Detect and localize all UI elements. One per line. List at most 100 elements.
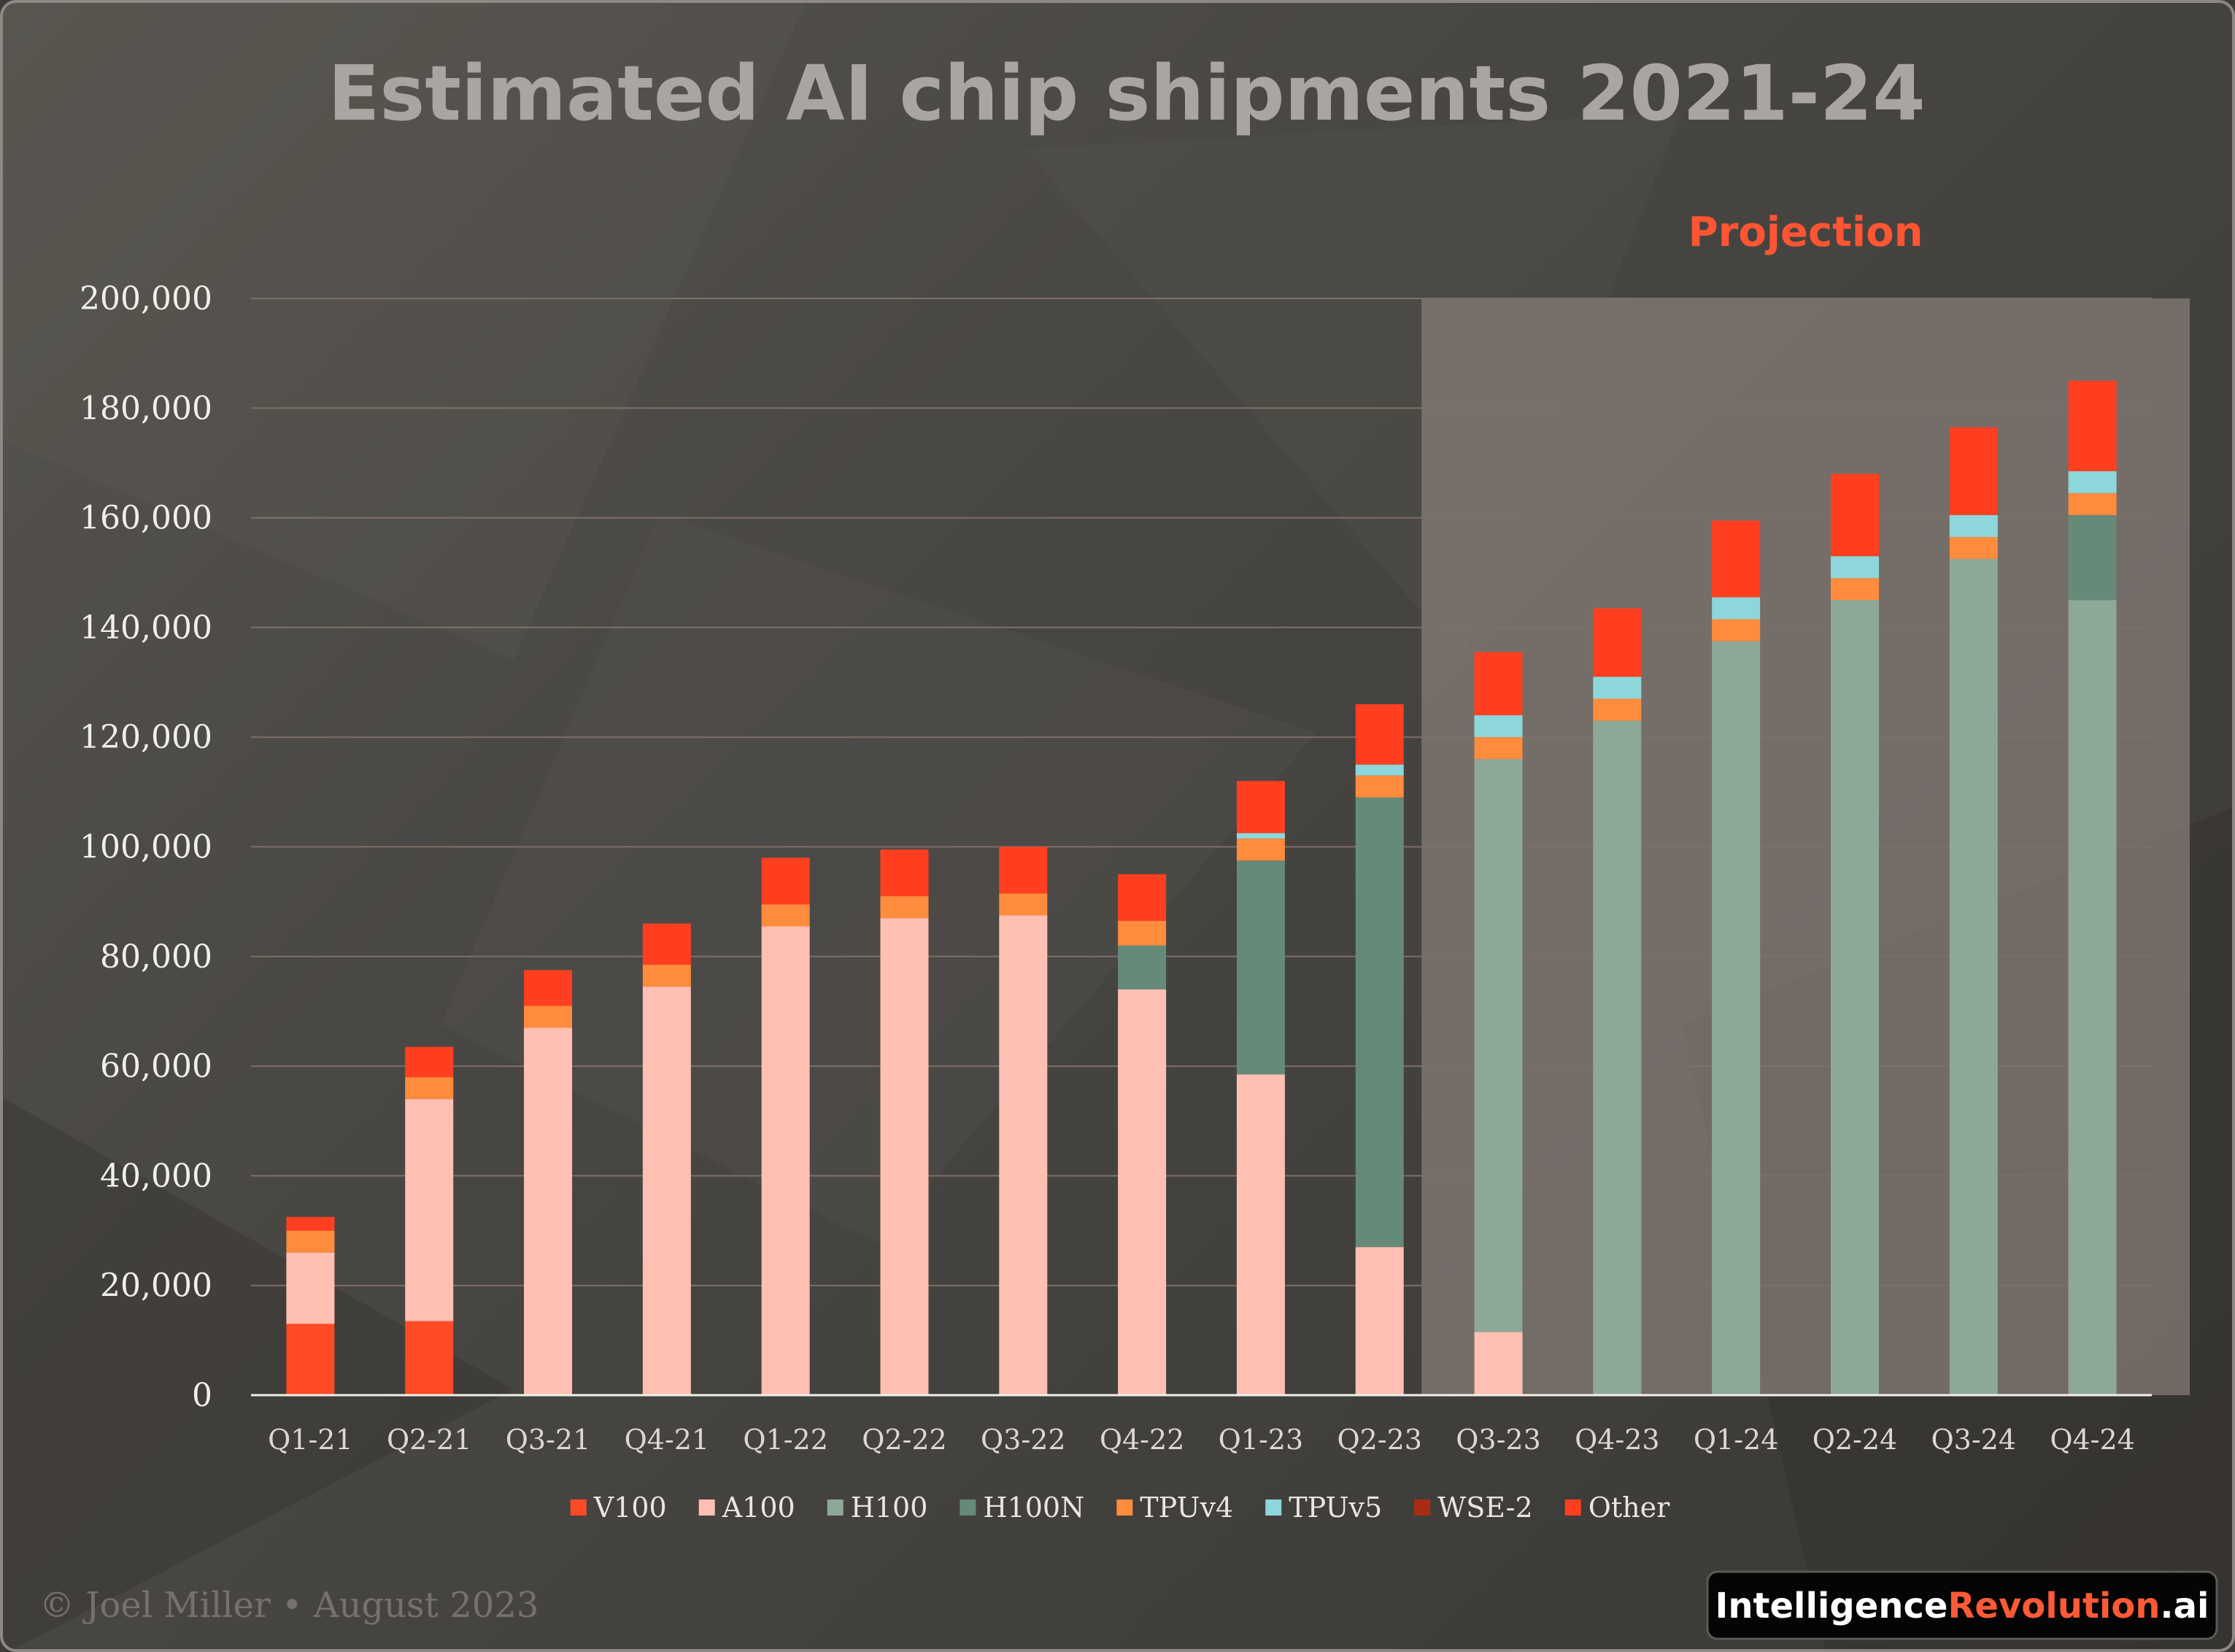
legend-item-v100[interactable]: V100 (570, 1491, 667, 1524)
bar-segment-other (880, 849, 929, 897)
bar-stack (1712, 520, 1761, 1395)
chart-title: Estimated AI chip shipments 2021-24 (328, 49, 1925, 138)
bar-segment-tpuv4 (1355, 775, 1404, 798)
legend-item-tpuv4[interactable]: TPUv4 (1116, 1491, 1233, 1524)
y-tick-label: 120,000 (80, 719, 212, 756)
legend-swatch (960, 1499, 976, 1516)
brand-badge[interactable]: IntelligenceRevolution.ai (1706, 1570, 2218, 1640)
legend-item-tpuv5[interactable]: TPUv5 (1265, 1491, 1382, 1524)
bar-segment-tpuv4 (1236, 838, 1285, 861)
legend-label: TPUv5 (1289, 1491, 1382, 1524)
bar-segment-other (405, 1046, 454, 1078)
bar-segment-h100n (1236, 860, 1285, 1075)
bar-segment-h100 (2068, 600, 2117, 1396)
x-tick-label: Q3-22 (981, 1424, 1066, 1456)
bar-segment-tpuv4 (1593, 698, 1642, 721)
bar-stack (286, 1216, 335, 1395)
legend-swatch (827, 1499, 844, 1516)
brand-logo-text: IntelligenceRevolution.ai (1715, 1586, 2209, 1626)
bar-stack (880, 849, 929, 1395)
legend-item-h100n[interactable]: H100N (960, 1491, 1084, 1524)
bar-segment-other (999, 846, 1048, 894)
y-tick-label: 60,000 (100, 1048, 212, 1085)
bar-segment-tpuv4 (2068, 493, 2117, 515)
bar-segment-tpuv5 (1830, 556, 1879, 579)
bar-segment-tpuv4 (761, 904, 810, 927)
bar-segment-tpuv5 (1236, 833, 1285, 839)
bar-segment-tpuv5 (1474, 715, 1523, 738)
legend-label: H100 (851, 1491, 928, 1524)
x-tick-label: Q4-21 (625, 1424, 710, 1456)
legend-item-h100[interactable]: H100 (827, 1491, 928, 1524)
x-tick-label: Q3-24 (1931, 1424, 2017, 1456)
bar-segment-tpuv4 (1118, 920, 1167, 946)
bar-segment-other (1236, 781, 1285, 833)
bar-stack (524, 970, 573, 1395)
bar-segment-other (524, 970, 573, 1006)
legend-item-other[interactable]: Other (1564, 1491, 1670, 1524)
legend-label: TPUv4 (1140, 1491, 1233, 1524)
bar-segment-other (286, 1216, 335, 1231)
bar-segment-a100 (286, 1252, 335, 1324)
bar-stack (1118, 874, 1167, 1395)
bar-segment-h100 (1712, 641, 1761, 1395)
bar-stack (1593, 608, 1642, 1395)
bar-segment-a100 (880, 918, 929, 1395)
bar-stack (1474, 652, 1523, 1395)
bar-segment-v100 (286, 1324, 335, 1395)
bar-segment-tpuv5 (1712, 597, 1761, 620)
bar-segment-tpuv4 (642, 965, 691, 987)
legend-swatch (1265, 1499, 1282, 1516)
bar-segment-tpuv5 (2068, 471, 2117, 493)
bar-segment-other (761, 857, 810, 905)
bar-segment-tpuv5 (1355, 764, 1404, 776)
legend-swatch (570, 1499, 587, 1516)
bar-segment-other (2068, 380, 2117, 471)
x-tick-label: Q2-22 (862, 1424, 947, 1456)
bar-segment-h100n (1355, 797, 1404, 1248)
bar-segment-a100 (405, 1099, 454, 1321)
y-tick-label: 140,000 (80, 609, 212, 646)
bar-segment-other (1474, 652, 1523, 716)
y-tick-label: 0 (192, 1377, 212, 1414)
bar-segment-tpuv4 (1830, 578, 1879, 601)
bar-segment-a100 (999, 915, 1048, 1395)
legend-swatch (1414, 1499, 1431, 1516)
x-tick-label: Q1-21 (268, 1424, 353, 1456)
x-tick-label: Q1-24 (1694, 1424, 1779, 1456)
legend-swatch (698, 1499, 715, 1516)
x-tick-label: Q1-22 (743, 1424, 828, 1456)
credit-text: © Joel Miller • August 2023 (39, 1585, 539, 1626)
bar-stacks (286, 380, 2117, 1396)
x-tick-label: Q3-23 (1456, 1424, 1541, 1456)
bar-segment-other (1712, 520, 1761, 598)
y-tick-label: 20,000 (100, 1267, 212, 1305)
bar-segment-tpuv5 (1949, 514, 1998, 537)
legend-label: Other (1589, 1491, 1670, 1524)
bar-segment-other (1830, 474, 1879, 557)
bar-segment-tpuv4 (999, 893, 1048, 916)
legend-label: WSE-2 (1437, 1491, 1533, 1524)
bar-segment-h100n (2068, 514, 2117, 601)
legend-item-wse-2[interactable]: WSE-2 (1414, 1491, 1533, 1524)
legend-label: A100 (722, 1491, 795, 1524)
y-axis-ticks: 0 20,000 40,000 60,000 80,000 100,000 120,000 1… (80, 280, 212, 1414)
bar-segment-h100 (1830, 600, 1879, 1396)
projection-label: Projection (1688, 209, 1923, 256)
bar-stack (999, 846, 1048, 1395)
bar-stack (405, 1046, 454, 1395)
bar-stack (1355, 704, 1404, 1395)
bar-stack (642, 923, 691, 1395)
x-tick-label: Q1-23 (1219, 1424, 1304, 1456)
legend-swatch (1564, 1499, 1581, 1516)
bar-segment-a100 (761, 926, 810, 1395)
bar-segment-h100 (1593, 720, 1642, 1395)
legend-item-a100[interactable]: A100 (698, 1491, 795, 1524)
bar-segment-h100 (1474, 759, 1523, 1332)
x-axis-ticks: Q1-21 Q2-21 Q3-21 Q4-21 Q1-22 Q2-22 Q3-22 Q4-22… (268, 1424, 2135, 1456)
brand-part-1: Intelligence (1715, 1586, 1948, 1626)
bar-segment-tpuv4 (405, 1077, 454, 1100)
bar-segment-other (1118, 874, 1167, 921)
x-tick-label: Q2-23 (1337, 1424, 1422, 1456)
